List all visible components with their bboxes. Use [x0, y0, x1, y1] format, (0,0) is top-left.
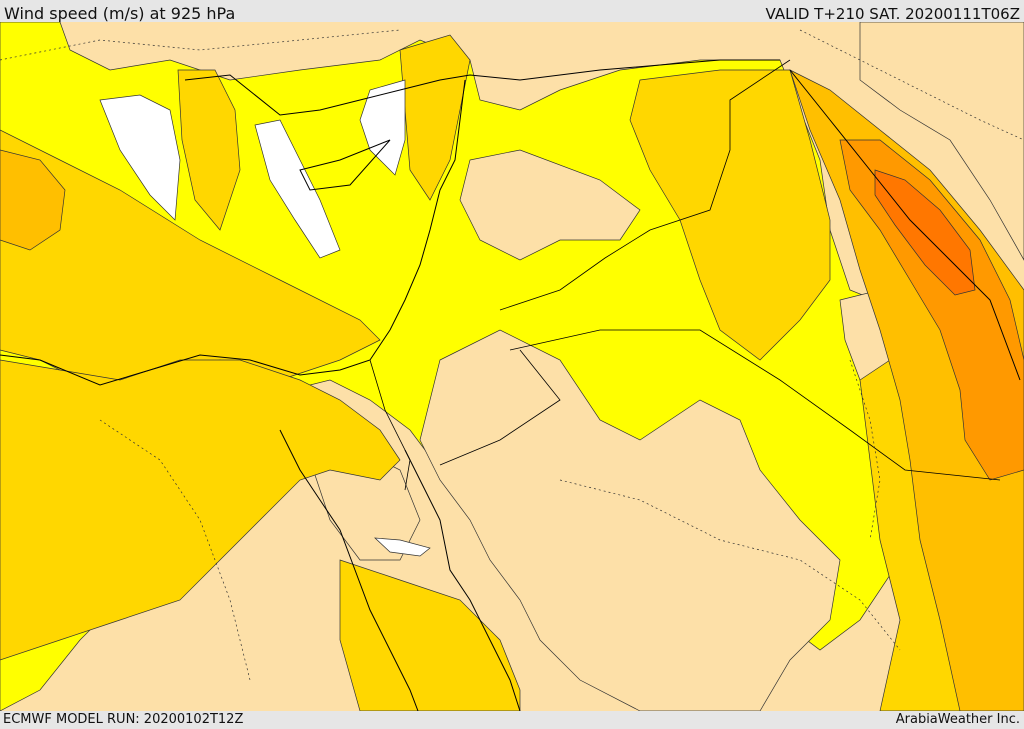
map-title: Wind speed (m/s) at 925 hPa — [4, 4, 236, 23]
coastline-gulf — [789, 69, 1021, 381]
political-borders — [369, 59, 1001, 491]
field-white-cyprus — [254, 119, 341, 259]
field-gold-iraq — [629, 69, 831, 361]
dotted-borders — [0, 29, 1024, 681]
field-tan-jordan — [419, 329, 841, 711]
field-white-crete — [99, 94, 181, 221]
map-footer: ECMWF MODEL RUN: 20200102T12Z ArabiaWeat… — [0, 711, 1024, 729]
model-run: ECMWF MODEL RUN: 20200102T12Z — [3, 712, 244, 727]
credit: ArabiaWeather Inc. — [895, 712, 1020, 727]
coastline-turkey — [184, 59, 780, 116]
coastline-red-sea-west — [279, 429, 419, 711]
field-white-aqaba — [374, 537, 431, 557]
field-gold-turkey — [399, 34, 471, 201]
field-dark-orange-core — [874, 169, 976, 296]
field-white-turkey — [359, 79, 406, 176]
field-orange-core — [839, 139, 1024, 481]
field-tan-east — [859, 22, 1024, 261]
dotted-border-iraq — [849, 359, 881, 541]
field-gold-egypt — [0, 359, 401, 661]
border-jordan-saudi — [439, 349, 561, 466]
coastline-cyprus — [299, 139, 391, 191]
coastline-red-sea-east — [404, 449, 521, 711]
wind-speed-map — [0, 22, 1024, 711]
border-syria-iraq — [499, 59, 791, 311]
field-tan-levant — [459, 149, 641, 261]
field-amber-west — [0, 149, 66, 251]
field-gold-saudi — [339, 559, 521, 711]
dotted-border-north — [0, 29, 401, 61]
border-egypt-libya — [369, 359, 411, 491]
border-iraq-saudi — [509, 329, 1001, 481]
map-header: Wind speed (m/s) at 925 hPa VALID T+210 … — [0, 0, 1024, 23]
valid-time: VALID T+210 SAT. 20200111T06Z — [765, 5, 1020, 23]
